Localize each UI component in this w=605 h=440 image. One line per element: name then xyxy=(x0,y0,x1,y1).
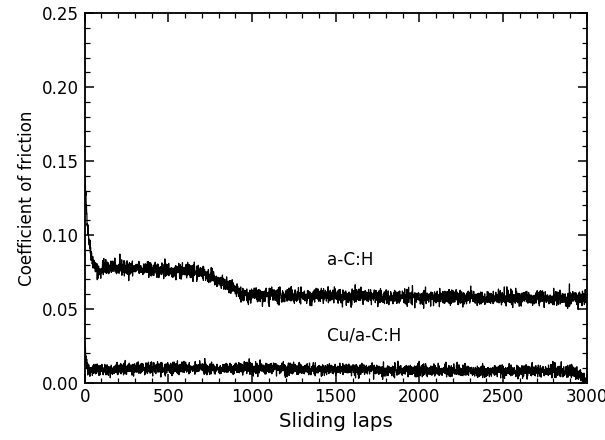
X-axis label: Sliding laps: Sliding laps xyxy=(279,412,393,431)
Y-axis label: Coefficient of friction: Coefficient of friction xyxy=(18,110,36,286)
Text: a-C:H: a-C:H xyxy=(327,251,374,269)
Text: Cu/a-C:H: Cu/a-C:H xyxy=(327,326,402,345)
